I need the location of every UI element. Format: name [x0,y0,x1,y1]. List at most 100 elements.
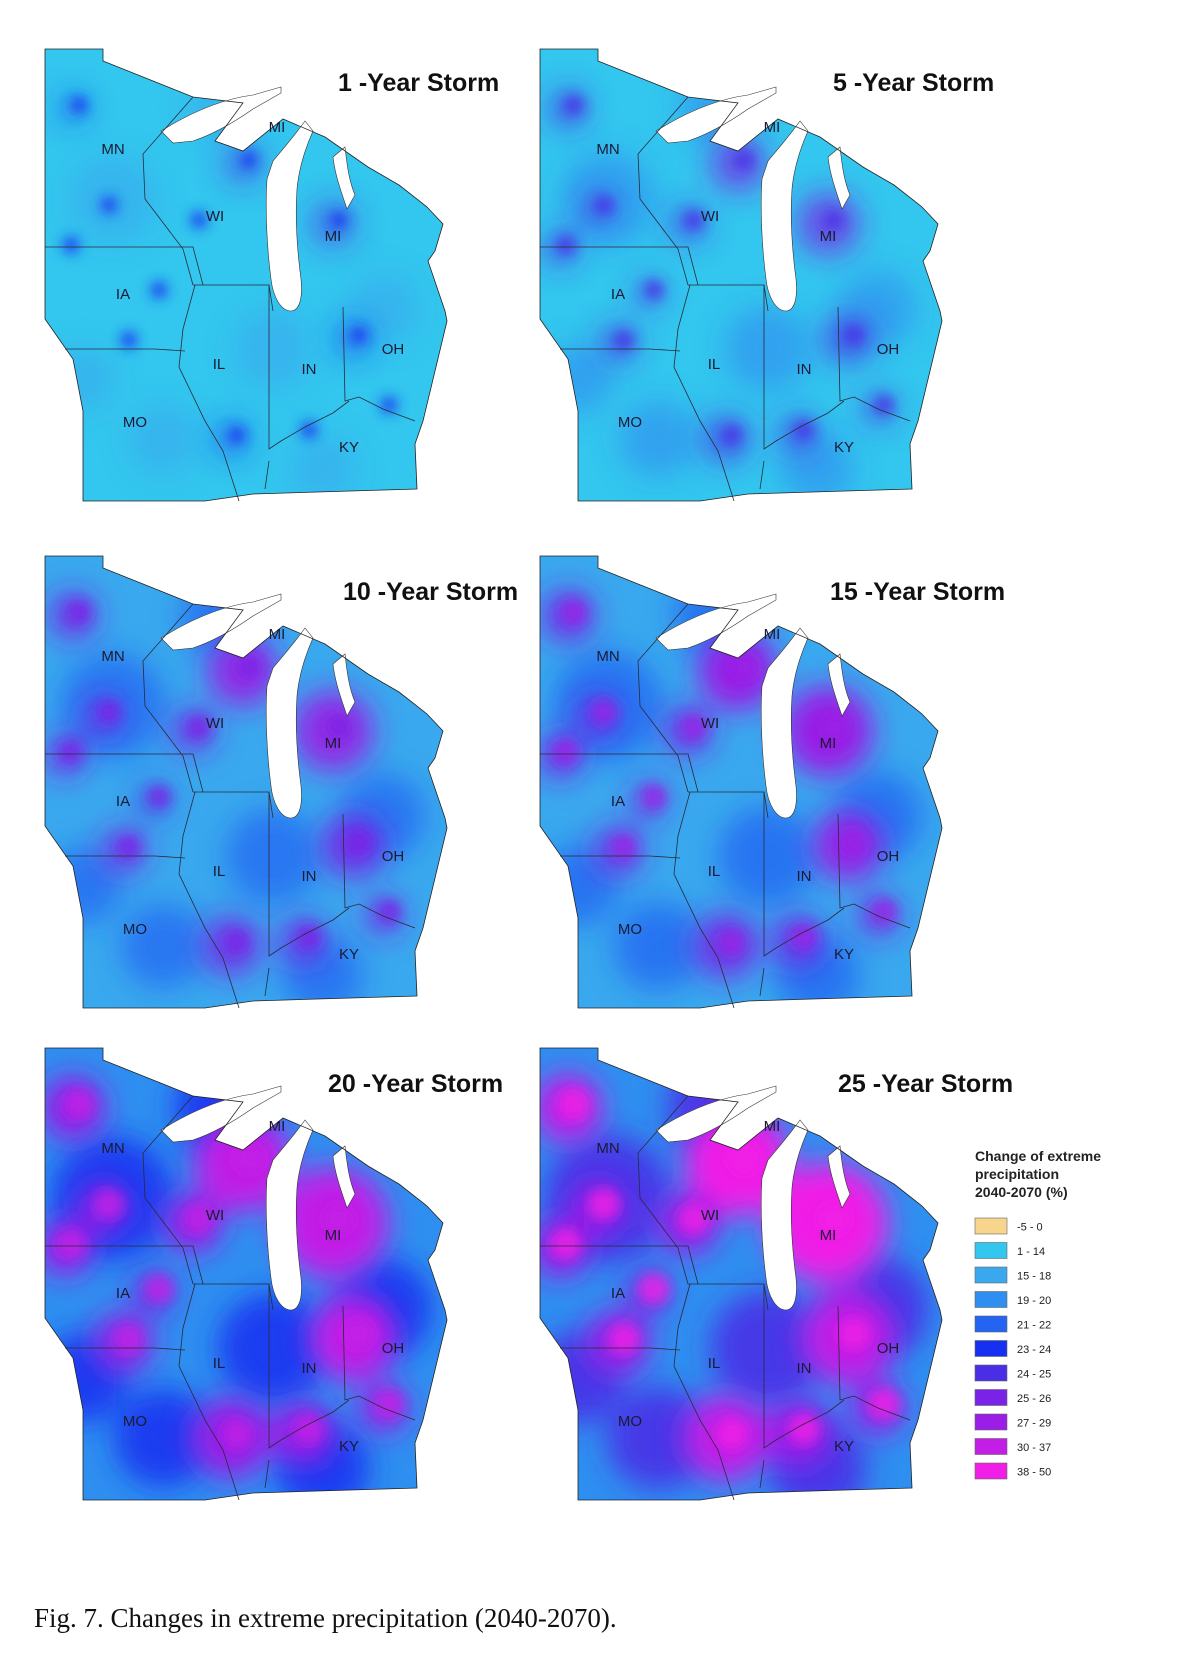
local-peak [793,419,815,441]
local-peak [97,700,121,724]
precip-field [45,49,447,501]
local-peak [593,194,615,216]
state-border [540,1245,699,1285]
state-border [264,967,270,997]
lake [332,146,356,210]
map-panel-10-year: MN WI MI MI IA IL IN OH MO KY 10 -Year Storm [44,555,518,1009]
state-border [837,813,911,929]
local-peak [731,654,757,680]
legend-label: 1 - 14 [1017,1246,1045,1258]
moderate-zone [620,401,696,477]
local-peak [120,331,138,349]
state-label: IN [302,1360,317,1377]
state-label: IL [708,863,721,880]
state-label: WI [701,715,719,732]
local-peak [59,740,83,764]
moderate-zone [614,902,702,990]
lake [655,86,777,144]
state-label: MN [596,1140,619,1157]
panel-title: 25 -Year Storm [838,1070,1013,1098]
local-peak [716,1418,748,1450]
state-label: MI [269,1118,286,1135]
legend-swatch [974,1462,1008,1480]
state-label: OH [877,1340,900,1357]
local-peak [150,281,168,299]
legend-swatch [974,1315,1008,1333]
state-label: OH [877,848,900,865]
local-peak [791,924,817,950]
state-border [688,791,769,819]
state-border [342,306,416,422]
lake [332,1145,356,1209]
state-border [178,791,240,1009]
local-peak [184,1204,214,1234]
state-label: OH [382,848,405,865]
state-label: MN [596,141,619,158]
state-label: MI [764,1118,781,1135]
local-peak [638,1273,670,1305]
local-peak [228,426,246,444]
state-label: KY [834,946,854,963]
state-border [637,603,689,793]
local-peak [719,929,745,955]
map-body: MN WI MI MI IA IL IN OH MO KY [44,1047,448,1501]
moderate-zone [129,405,197,473]
local-peak [100,196,118,214]
state-label: MI [325,1227,342,1244]
local-peak [683,209,705,231]
state-label: MI [764,119,781,136]
legend-label: 21 - 22 [1017,1320,1051,1332]
local-peak [330,211,348,229]
state-border [688,284,769,312]
state-label: MI [820,1227,837,1244]
moderate-zone [710,1290,826,1406]
local-peak [70,96,88,114]
local-peak [821,714,847,740]
lake [160,86,282,144]
local-peak [94,1189,124,1219]
state-border [673,791,735,1009]
legend-label: 27 - 29 [1017,1418,1051,1430]
local-peak [561,599,587,625]
state-border [673,1283,735,1501]
state-border [759,1459,765,1489]
state-label: IA [611,286,625,303]
region-outline [539,555,943,1009]
state-label: MO [618,414,642,431]
lake [265,1119,314,1311]
legend-label: -5 - 0 [1017,1222,1043,1234]
local-peak [788,1413,820,1445]
state-border [45,1245,204,1285]
local-peak [374,1389,404,1419]
map-body: MN WI MI MI IA IL IN OH MO KY [539,1047,943,1501]
state-border [342,1305,416,1421]
local-peak [327,715,351,739]
state-label: KY [339,946,359,963]
state-label: IN [302,868,317,885]
state-label: MI [764,626,781,643]
local-peak [297,925,321,949]
state-border [688,1283,769,1311]
state-label: MI [820,735,837,752]
lake [265,627,314,819]
legend-items: -5 - 0 1 - 14 15 - 18 19 - 20 21 - 22 23 - 24… [974,1217,1051,1480]
moderate-zone [225,808,321,904]
state-label: MI [820,228,837,245]
state-border [837,1305,911,1421]
state-border [759,967,765,997]
lake [827,653,851,717]
state-label: WI [206,208,224,225]
local-peak [550,1228,582,1260]
lake [760,627,809,819]
state-border [142,1095,194,1285]
legend-title-line: precipitation [975,1166,1059,1182]
state-label: MI [325,735,342,752]
moderate-zone [52,348,114,410]
local-peak [64,1089,94,1119]
local-peak [114,1324,144,1354]
state-border [673,284,735,502]
state-border [637,1095,689,1285]
state-border [193,284,274,312]
map-body: MN WI MI MI IA IL IN OH MO KY [44,48,448,502]
